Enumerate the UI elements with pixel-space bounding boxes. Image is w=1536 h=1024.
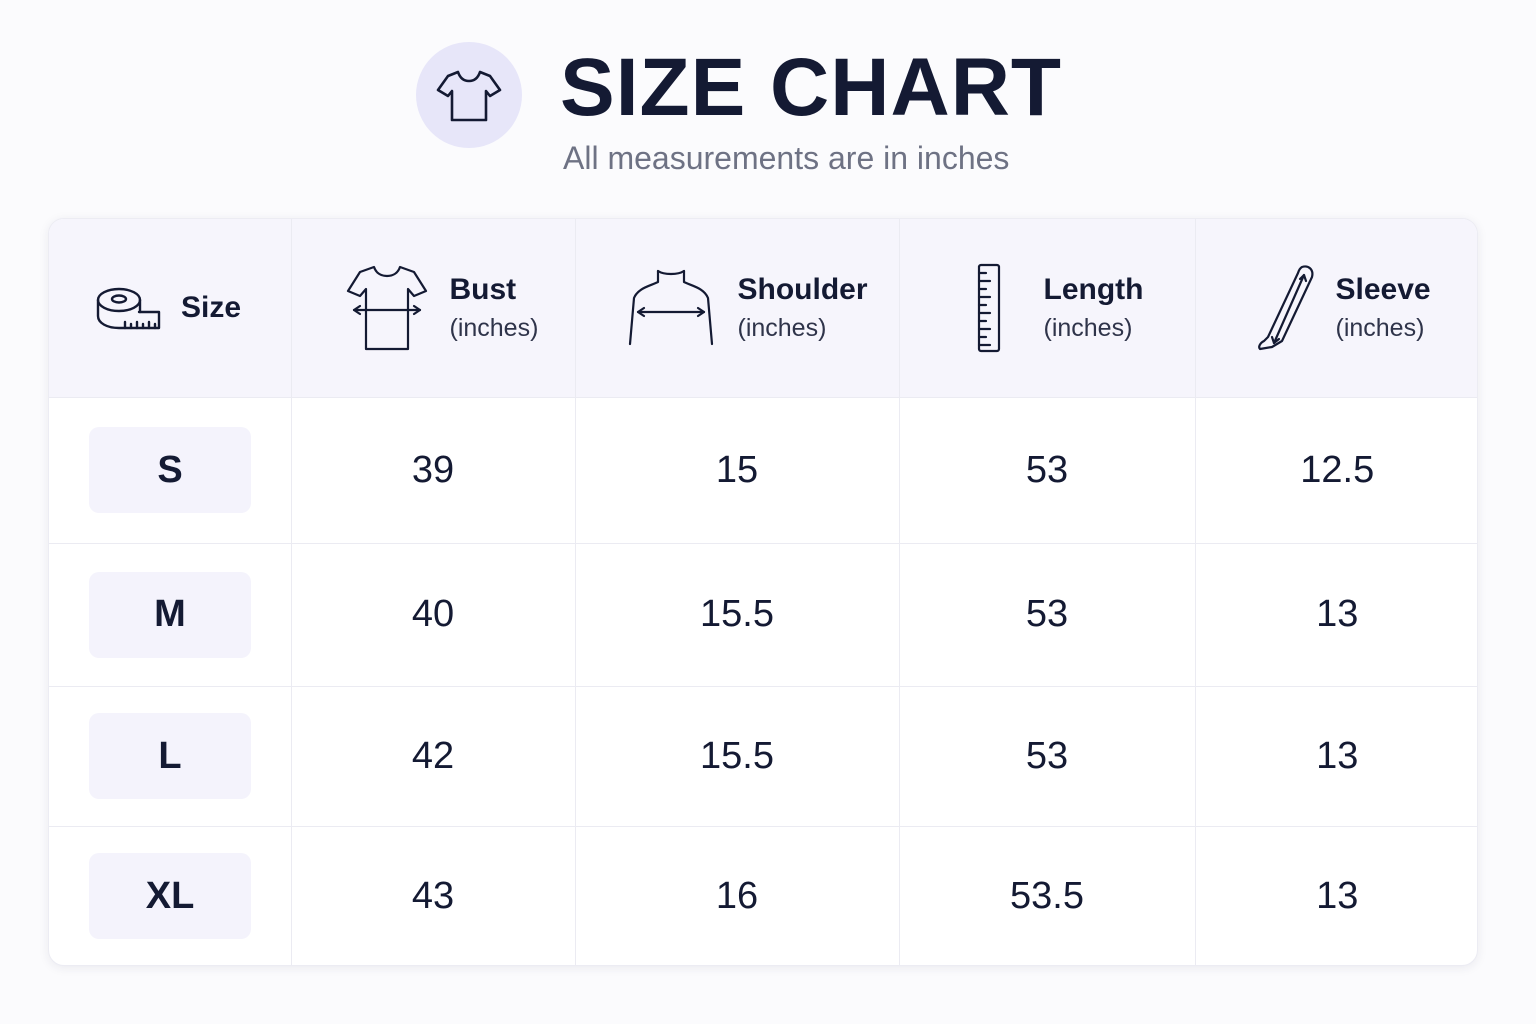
size-table-card: Size Bus — [48, 218, 1478, 966]
logo-badge — [416, 42, 522, 148]
table-header-row: Size Bus — [49, 219, 1477, 397]
shoulder-icon — [628, 269, 713, 345]
size-cell: XL — [49, 826, 292, 965]
length-cell: 53 — [899, 397, 1196, 543]
column-header-length: Length (inches) — [899, 219, 1196, 397]
length-cell: 53.5 — [899, 826, 1196, 965]
column-label-length: Length — [1043, 272, 1144, 306]
shoulder-cell: 16 — [575, 826, 900, 965]
tshirt-bust-icon — [346, 265, 427, 350]
sleeve-cell: 13 — [1316, 874, 1359, 917]
column-label-shoulder: Shoulder — [737, 272, 868, 306]
size-cell: M — [49, 543, 292, 686]
size-badge: XL — [89, 853, 251, 940]
shoulder-cell: 15.5 — [575, 543, 900, 686]
shoulder-cell: 15.5 — [575, 686, 900, 826]
length-cell: 53 — [899, 543, 1196, 686]
sleeve-cell: 13 — [1316, 734, 1359, 777]
column-unit-sleeve: (inches) — [1335, 313, 1425, 342]
sleeve-cell: 12.5 — [1300, 448, 1375, 491]
size-cell: L — [49, 686, 292, 826]
size-badge: S — [89, 427, 251, 513]
sleeve-cell: 13 — [1316, 593, 1359, 635]
column-header-size: Size — [49, 219, 292, 397]
bust-cell: 43 — [291, 826, 576, 965]
bust-cell: 40 — [291, 543, 576, 686]
ruler-icon — [977, 263, 1000, 352]
size-cell: S — [49, 397, 292, 543]
shoulder-cell: 15 — [575, 397, 900, 543]
column-header-sleeve: Sleeve (inches) — [1195, 219, 1477, 397]
column-label-sleeve: Sleeve — [1335, 272, 1431, 306]
length-cell: 53 — [899, 686, 1196, 826]
size-badge: M — [89, 571, 251, 658]
table-row: XL 43 16 53.5 13 — [49, 826, 1477, 965]
page-subtitle: All measurements are in inches — [563, 140, 1010, 176]
column-label-size: Size — [181, 290, 242, 324]
bust-cell: 42 — [291, 686, 576, 826]
column-unit-length: (inches) — [1043, 313, 1133, 342]
column-unit-bust: (inches) — [449, 313, 539, 342]
tshirt-icon — [436, 70, 502, 122]
sleeve-icon — [1257, 265, 1313, 350]
page-title: SIZE CHART — [560, 42, 1062, 133]
size-table: Size Bus — [49, 219, 1477, 965]
table-row: L 42 15.5 53 13 — [49, 686, 1477, 826]
column-header-shoulder: Shoulder (inches) — [575, 219, 900, 397]
size-badge: L — [89, 713, 251, 799]
table-row: M 40 15.5 53 13 — [49, 543, 1477, 686]
bust-cell: 39 — [291, 397, 576, 543]
measuring-tape-icon — [96, 287, 161, 329]
header: SIZE CHART All measurements are in inche… — [416, 40, 1062, 178]
column-header-bust: Bust (inches) — [291, 219, 576, 397]
column-unit-shoulder: (inches) — [737, 313, 827, 342]
column-label-bust: Bust — [449, 272, 517, 306]
title-block: SIZE CHART All measurements are in inche… — [560, 40, 1062, 178]
table-row: S 39 15 53 12.5 — [49, 397, 1477, 543]
